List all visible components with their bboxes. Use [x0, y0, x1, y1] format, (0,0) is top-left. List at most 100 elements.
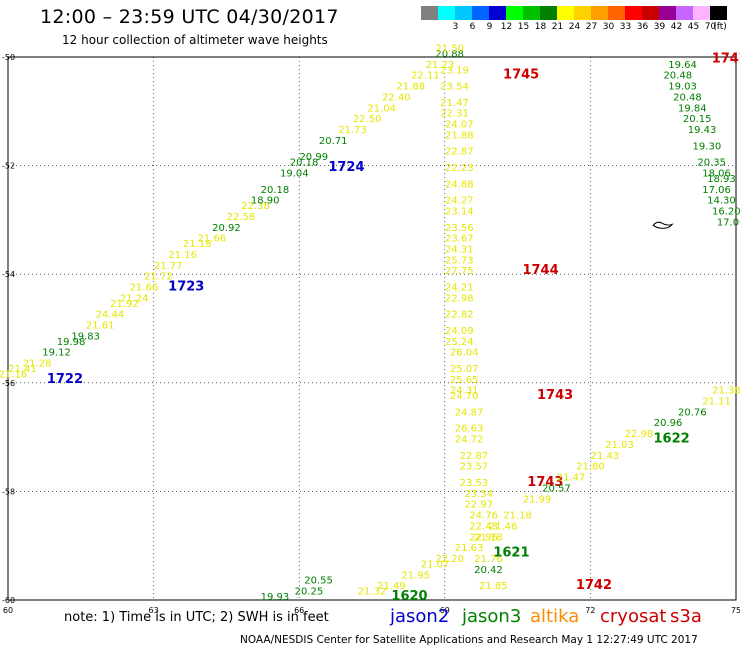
swh-value: 21.49: [377, 581, 406, 592]
swh-value: 24.88: [445, 179, 474, 190]
swh-value: 23.14: [445, 206, 474, 217]
swh-value: 22.98: [445, 293, 474, 304]
swh-value: 22.31: [440, 109, 469, 120]
swh-value: 20.76: [678, 407, 707, 418]
swh-value: 22.23: [445, 163, 474, 174]
swh-value: 21.46: [489, 521, 518, 532]
swh-value: 26.63: [455, 424, 484, 435]
swh-value: 21.63: [455, 543, 484, 554]
legend-swatch: [659, 6, 676, 20]
legend-label: 24: [568, 22, 581, 32]
legend-label: 30: [602, 22, 615, 32]
swh-value: 20.18: [261, 185, 290, 196]
swh-value: 24.27: [445, 196, 474, 207]
swh-value: 21.95: [401, 570, 430, 581]
swh-value: 23.67: [445, 234, 474, 245]
y-tick-label: -50: [2, 53, 15, 62]
swh-value: 23.54: [464, 489, 493, 500]
swh-value: 21.24: [120, 293, 149, 304]
legend-swatch: [591, 6, 608, 20]
legend-label: 42: [670, 22, 683, 32]
legend-label: 33: [619, 22, 632, 32]
track-time-label: 1745: [503, 68, 539, 83]
swh-value: 21.18: [474, 532, 503, 543]
swh-value: 20.88: [435, 49, 464, 60]
swh-value: 22.98: [625, 429, 654, 440]
satellite-legend-jason2: jason2: [390, 606, 450, 627]
legend-label: 45: [687, 22, 700, 32]
swh-value: 21.43: [591, 451, 620, 462]
y-tick-label: -60: [2, 596, 15, 605]
swh-value: 24.31: [445, 244, 474, 255]
swh-value: 25.24: [445, 337, 474, 348]
swh-value: 22.87: [460, 451, 489, 462]
swh-value: 19.30: [693, 141, 722, 152]
swh-value: 22.97: [464, 500, 493, 511]
swh-value: 23.53: [460, 478, 489, 489]
swh-value: 20.42: [474, 565, 503, 576]
swh-value: 20.92: [212, 223, 241, 234]
swh-value: 21.11: [702, 397, 731, 408]
swh-value: 17.00: [717, 217, 740, 228]
swh-value: 18.06: [702, 168, 731, 179]
swh-value: 22.20: [435, 554, 464, 565]
satellite-legend-altika: altika: [530, 606, 580, 627]
swh-value: 21.99: [523, 494, 552, 505]
swh-value: 21.07: [421, 559, 450, 570]
page-subtitle: 12 hour collection of altimeter wave hei…: [62, 33, 328, 47]
swh-value: 22.58: [227, 212, 256, 223]
satellite-legend-cryosat: cryosat: [600, 606, 667, 627]
satellite-legend-jason3: jason3: [462, 606, 522, 627]
legend-swatch: [455, 6, 472, 20]
swh-value: 20.55: [304, 576, 333, 587]
swh-value: 21.23: [426, 60, 455, 71]
x-tick-label: 75: [731, 606, 740, 615]
swh-value: 22.50: [353, 114, 382, 125]
swh-value: 22.82: [445, 310, 474, 321]
swh-value: 18.90: [251, 196, 280, 207]
legend-swatch: [608, 6, 625, 20]
legend-swatch: [523, 6, 540, 20]
legend-swatch: [472, 6, 489, 20]
swh-value: 22.11: [411, 71, 440, 82]
swh-value: 22.43: [469, 521, 498, 532]
swh-value: 21.16: [168, 250, 197, 261]
swh-value: 20.96: [654, 418, 683, 429]
swh-value: 21.66: [198, 234, 227, 245]
swh-value: 23.56: [445, 223, 474, 234]
swh-value: 20.18: [290, 158, 319, 169]
legend-label: 3: [452, 22, 459, 32]
legend-swatch: [540, 6, 557, 20]
x-tick-label: 60: [3, 606, 13, 615]
swh-value: 21.04: [367, 103, 396, 114]
swh-value: 21.28: [23, 359, 52, 370]
legend-label: 18: [534, 22, 547, 32]
swh-value: 24.76: [469, 511, 498, 522]
swh-value: 22.87: [445, 147, 474, 158]
swh-value: 21.03: [605, 440, 634, 451]
swh-value: 21.66: [130, 282, 159, 293]
legend-swatch: [489, 6, 506, 20]
credit-line: NOAA/NESDIS Center for Satellite Applica…: [240, 634, 698, 646]
page-title: 12:00 – 23:59 UTC 04/30/2017: [40, 6, 339, 28]
legend-unit: (ft): [713, 22, 727, 32]
swh-value: 20.48: [663, 71, 692, 82]
swh-value: 21.85: [479, 581, 508, 592]
legend-swatch: [574, 6, 591, 20]
x-tick-label: 69: [440, 606, 450, 615]
y-tick-label: -58: [2, 487, 15, 496]
map-frame: [7, 56, 737, 601]
swh-value: 17.06: [702, 185, 731, 196]
swh-value: 24.09: [445, 326, 474, 337]
track-time-label: 1743: [537, 388, 573, 403]
swh-value: 19.83: [71, 331, 100, 342]
swh-value: 19.93: [261, 592, 290, 603]
units-note: note: 1) Time is in UTC; 2) SWH is in fe…: [64, 610, 329, 625]
swh-value: 21.72: [144, 272, 173, 283]
swh-value: 20.99: [299, 152, 328, 163]
swh-value: 25.73: [445, 255, 474, 266]
legend-swatch: [625, 6, 642, 20]
legend-swatch: [693, 6, 710, 20]
swh-value: 19.84: [678, 103, 707, 114]
